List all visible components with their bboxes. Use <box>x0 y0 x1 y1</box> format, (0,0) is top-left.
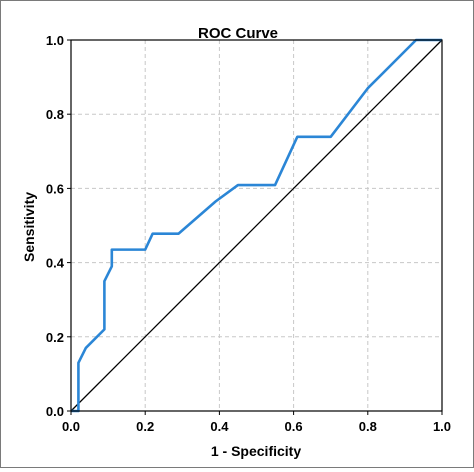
x-tick-label-2: 0.4 <box>210 419 229 434</box>
roc-curve-line <box>71 38 442 413</box>
y-tick-label-1: 0.2 <box>46 330 64 345</box>
x-tick-label-4: 0.8 <box>359 419 377 434</box>
roc-series <box>71 38 442 413</box>
chart-title: ROC Curve <box>198 25 278 42</box>
x-tick-label-0: 0.0 <box>62 419 80 434</box>
y-tick-label-4: 0.8 <box>46 107 64 122</box>
x-axis-label: 1 - Specificity <box>211 443 301 459</box>
reference-line <box>70 39 443 412</box>
y-axis-ticks: 0.0 0.2 0.4 0.6 0.8 1.0 <box>46 33 71 419</box>
plot-area <box>70 39 443 412</box>
reference-diagonal-line <box>70 39 443 412</box>
grid <box>71 40 442 411</box>
y-axis-label: Sensitivity <box>21 192 37 262</box>
x-tick-label-3: 0.6 <box>285 419 303 434</box>
y-tick-label-5: 1.0 <box>46 33 64 48</box>
y-tick-label-2: 0.4 <box>46 256 65 271</box>
x-tick-label-5: 1.0 <box>433 419 451 434</box>
y-tick-label-3: 0.6 <box>46 181 64 196</box>
x-tick-label-1: 0.2 <box>136 419 154 434</box>
y-tick-label-0: 0.0 <box>46 404 64 419</box>
x-axis-ticks: 0.0 0.2 0.4 0.6 0.8 1.0 <box>62 411 451 434</box>
